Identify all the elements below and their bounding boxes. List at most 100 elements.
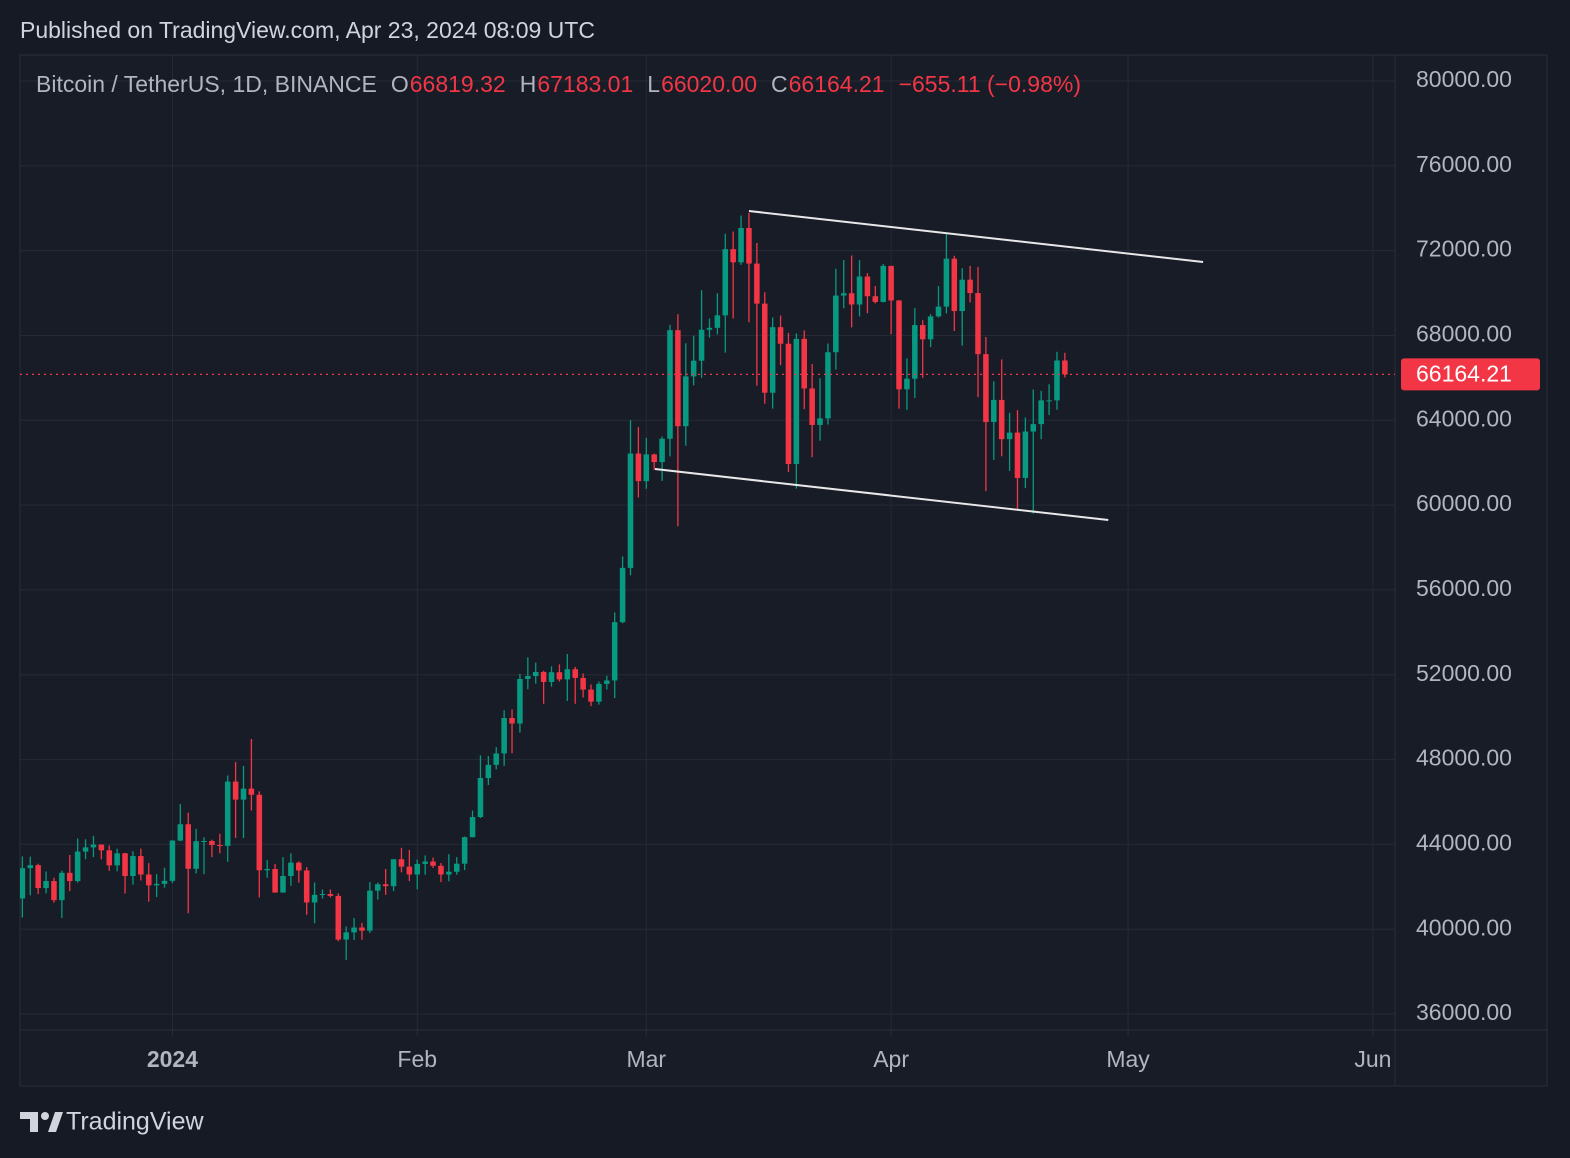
candle-body <box>209 840 215 846</box>
ohlc-value: 66164.21 <box>789 71 885 97</box>
candle-body <box>596 683 602 702</box>
candle-body <box>880 265 886 302</box>
candle-body <box>1038 400 1044 425</box>
candle-body <box>580 677 586 690</box>
ohlc-key: L <box>647 71 660 97</box>
candle-body <box>335 895 342 940</box>
candle-body <box>1014 432 1021 478</box>
candle-body <box>177 824 184 841</box>
candle-body <box>627 453 634 568</box>
y-tick-label: 72000.00 <box>1416 236 1512 262</box>
ohlc-key: C <box>771 71 788 97</box>
candle-body <box>912 325 918 379</box>
ohlc-value: 66020.00 <box>661 71 757 97</box>
candle-body <box>382 884 389 887</box>
candle-body <box>122 853 128 876</box>
candle-body <box>998 399 1005 440</box>
y-tick-label: 48000.00 <box>1416 745 1512 771</box>
candle-body <box>817 418 823 425</box>
candle-body <box>785 343 792 464</box>
candle-body <box>1030 424 1037 432</box>
x-tick-label: Mar <box>626 1046 666 1072</box>
candle-body <box>319 894 326 896</box>
x-tick-label: Jun <box>1354 1046 1391 1072</box>
candle-body <box>414 863 421 875</box>
candle-body <box>296 862 302 871</box>
candle-body <box>675 330 681 427</box>
ohlc-value: 67183.01 <box>537 71 633 97</box>
candle-body <box>201 840 207 842</box>
candle-body <box>446 871 452 875</box>
candle-body <box>98 844 105 851</box>
candle-body <box>327 894 334 896</box>
candle-body <box>477 778 484 818</box>
candle-body <box>232 781 239 800</box>
candle-body <box>493 753 499 765</box>
candle-body <box>398 859 405 867</box>
candle-body <box>959 279 965 312</box>
candle-body <box>651 454 657 463</box>
candle-body <box>698 329 705 361</box>
candle-body <box>272 868 278 893</box>
candle-body <box>769 327 776 393</box>
candle-body <box>683 376 689 427</box>
candle-body <box>919 325 926 340</box>
candle-body <box>532 671 539 677</box>
candle-body <box>130 856 136 876</box>
last-price-label: 66164.21 <box>1416 360 1512 386</box>
y-tick-label: 40000.00 <box>1416 914 1512 940</box>
candle-body <box>935 306 942 317</box>
candle-body <box>588 689 594 702</box>
candle-body <box>59 872 65 901</box>
candle-body <box>635 453 642 482</box>
candle-body <box>311 894 318 903</box>
candle-body <box>690 360 697 377</box>
candle-body <box>761 303 768 393</box>
candle-body <box>864 276 871 297</box>
y-tick-label: 56000.00 <box>1416 575 1512 601</box>
candle-body <box>367 890 373 931</box>
candle-body <box>706 327 713 330</box>
candle-body <box>27 865 34 869</box>
candle-body <box>825 352 831 419</box>
candle-body <box>643 454 650 482</box>
chart-frame <box>19 54 1548 1087</box>
candle-body <box>548 672 555 682</box>
symbol-info: Bitcoin / TetherUS, 1D, BINANCE <box>36 71 377 97</box>
trendline <box>654 468 1109 521</box>
candle-body <box>430 861 436 866</box>
candle-body <box>793 338 800 464</box>
candle-body <box>375 884 381 891</box>
candle-body <box>359 927 365 931</box>
candle-body <box>193 841 199 869</box>
candle-body <box>556 672 563 680</box>
candle-body <box>1062 360 1068 375</box>
candle-body <box>667 330 673 439</box>
published-note: Published on TradingView.com, Apr 23, 20… <box>20 17 595 43</box>
candle-body <box>983 354 989 422</box>
candle-body <box>611 622 618 681</box>
candle-body <box>525 676 531 679</box>
candle-body <box>572 669 578 678</box>
candle-body <box>848 293 855 305</box>
candle-body <box>738 227 744 263</box>
y-tick-label: 60000.00 <box>1416 490 1512 516</box>
plot <box>20 55 1395 1030</box>
candle-body <box>840 293 847 296</box>
candle-body <box>217 845 223 847</box>
y-tick-label: 52000.00 <box>1416 660 1512 686</box>
candle-body <box>509 718 515 724</box>
candle-body <box>1054 360 1060 401</box>
candle-body <box>967 279 973 294</box>
candle-body <box>256 794 263 871</box>
y-tick-label: 80000.00 <box>1416 66 1512 92</box>
candle-body <box>390 859 397 887</box>
candle-body <box>975 293 981 355</box>
candle-body <box>288 862 294 876</box>
candle-body <box>927 316 934 340</box>
candle-body <box>722 249 729 316</box>
candle-body <box>896 300 902 390</box>
candle-body <box>809 388 815 425</box>
candle-body <box>74 851 81 882</box>
